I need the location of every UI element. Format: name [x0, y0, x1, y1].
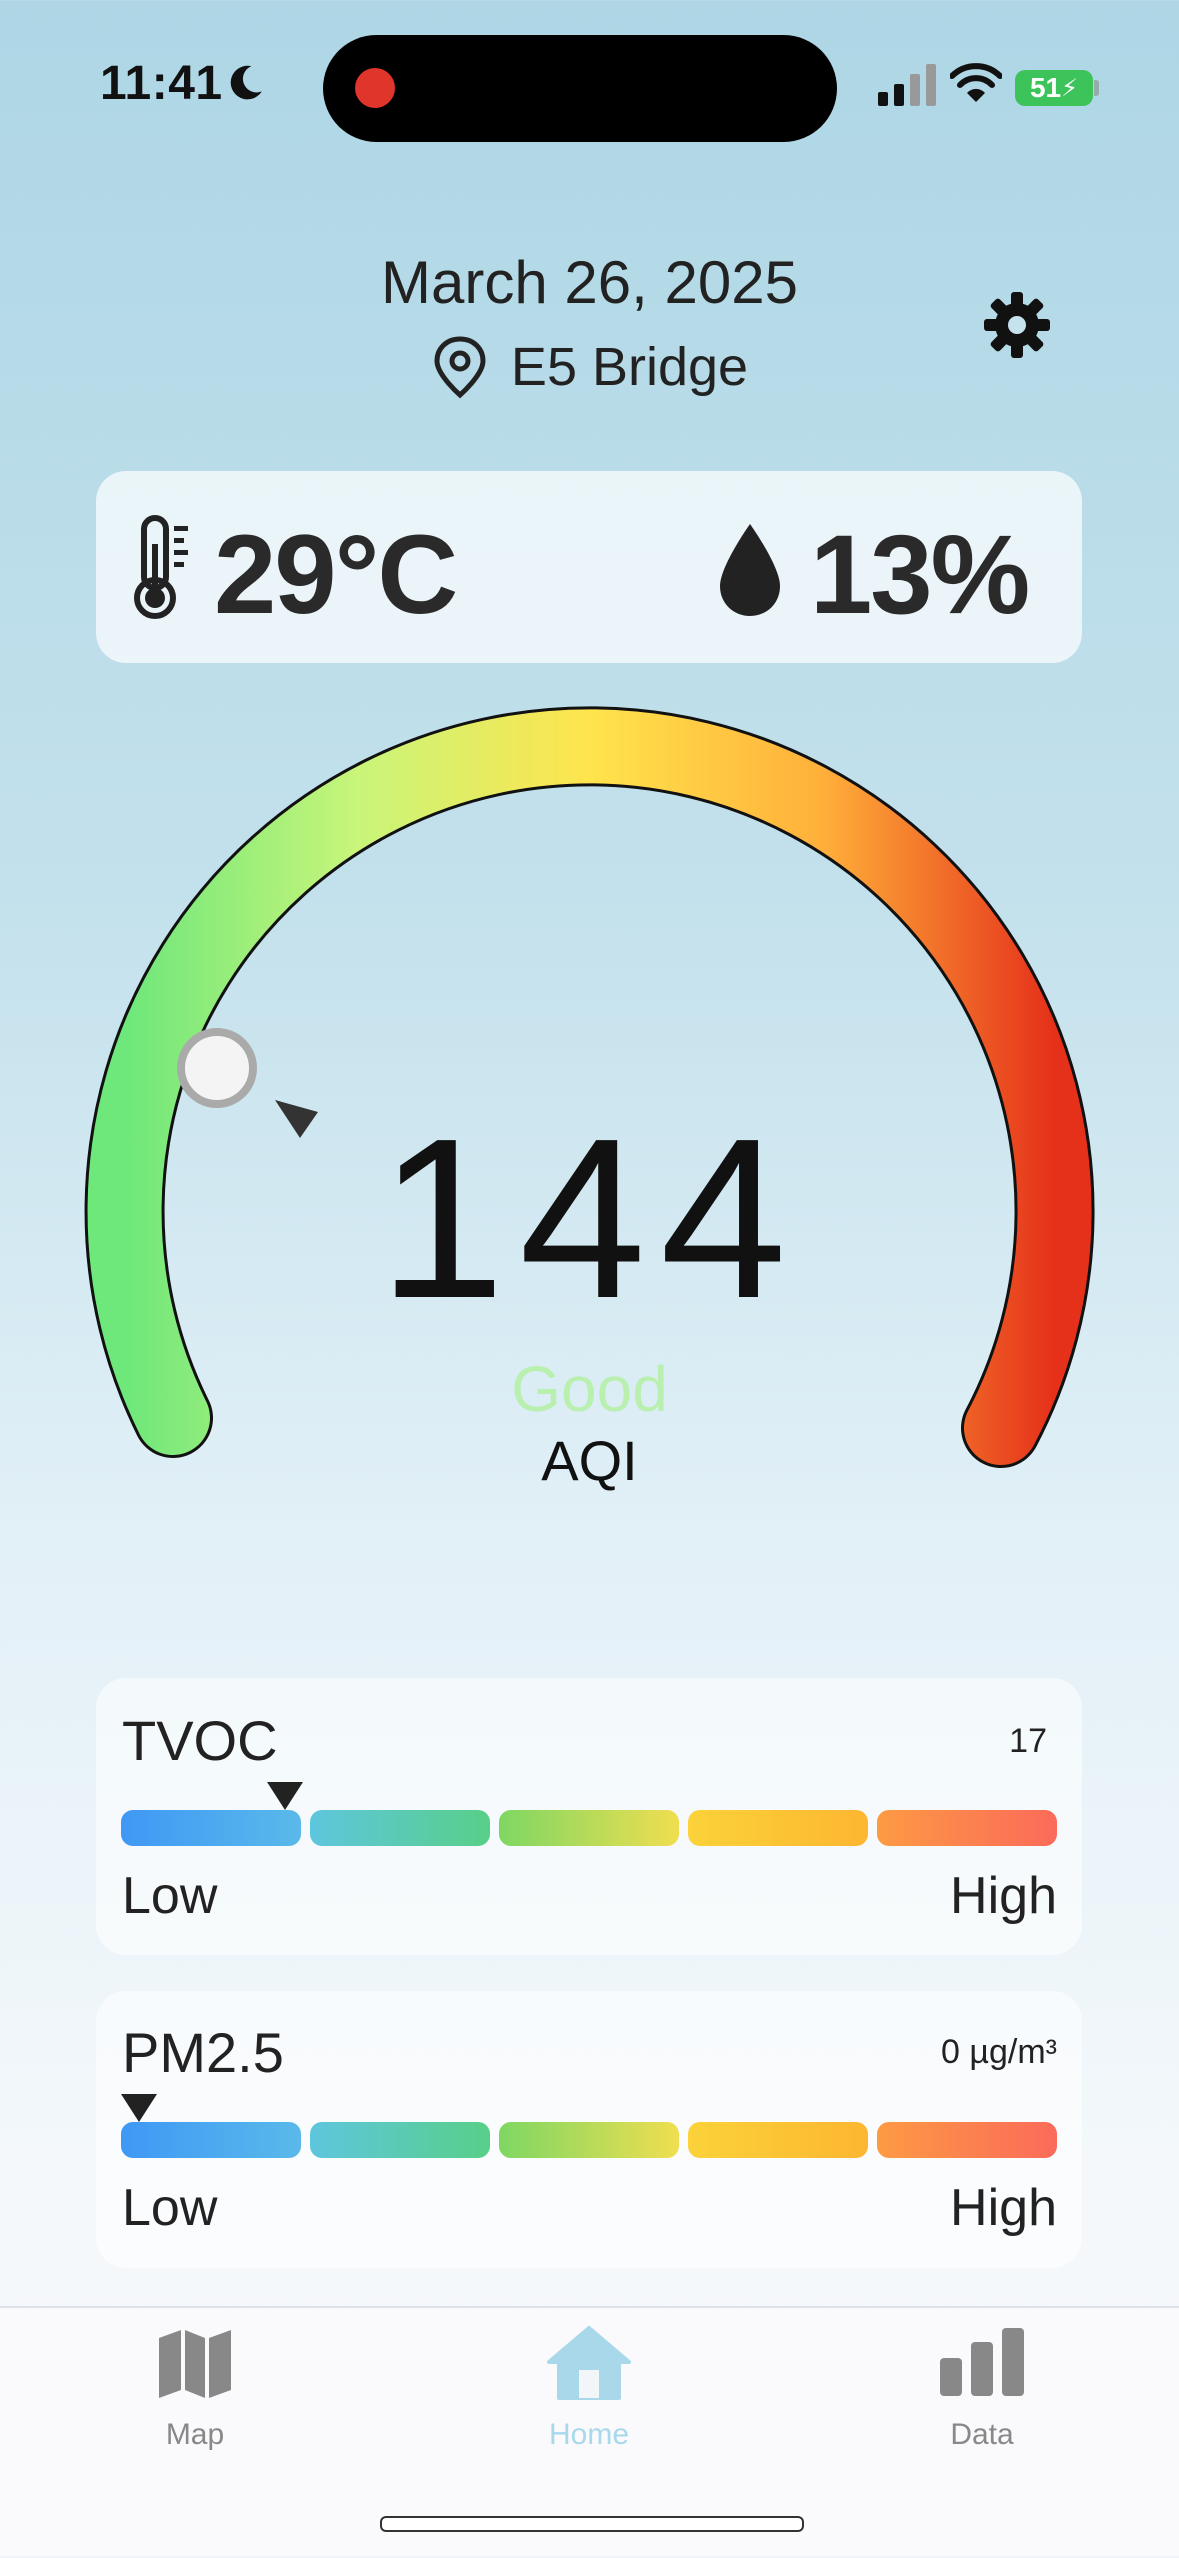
recording-indicator: [355, 68, 395, 108]
weather-card: [96, 471, 1082, 663]
tab-home-label: Home: [548, 2418, 630, 2451]
tvoc-value: 17: [1009, 1722, 1047, 1760]
tvoc-level-marker: [267, 1782, 303, 1810]
battery-cap: [1094, 80, 1099, 96]
pm25-segment-1: [121, 2122, 301, 2158]
temperature-value: 29°C: [214, 512, 458, 637]
gauge-pointer: [275, 1100, 318, 1138]
aqi-status: Good: [511, 1353, 668, 1425]
tab-map-label: Map: [165, 2418, 225, 2451]
pm25-segment-4: [688, 2122, 868, 2158]
status-time: 11:41: [100, 57, 223, 110]
tvoc-segment-3: [499, 1810, 679, 1846]
tvoc-segment-1: [121, 1810, 301, 1846]
tab-home[interactable]: Home: [489, 2320, 689, 2460]
date-label: March 26, 2025: [381, 249, 798, 316]
tvoc-high-label: High: [950, 1867, 1057, 1925]
thermometer-icon: [134, 515, 188, 619]
tab-data-label: Data: [950, 2418, 1014, 2451]
aqi-value: 144: [378, 1092, 801, 1346]
tvoc-segment-2: [310, 1810, 490, 1846]
battery-icon: 51 ⚡: [1015, 70, 1093, 106]
dynamic-island: [323, 35, 837, 142]
home-icon: [547, 2326, 631, 2400]
battery-level: 51: [1029, 72, 1062, 103]
home-indicator: [380, 2516, 804, 2532]
moon-icon: [230, 65, 262, 100]
pm25-level-marker: [121, 2094, 157, 2122]
gauge-track: [87, 709, 1092, 1465]
location-pin-icon: [434, 336, 486, 399]
pm25-segment-5: [877, 2122, 1057, 2158]
tab-map[interactable]: Map: [95, 2320, 295, 2460]
humidity-value: 13%: [810, 512, 1030, 637]
bar-chart-icon: [940, 2328, 1024, 2396]
tab-data[interactable]: Data: [882, 2320, 1082, 2460]
aqi-label: AQI: [541, 1429, 638, 1492]
tvoc-segment-5: [877, 1810, 1057, 1846]
tvoc-title: TVOC: [122, 1709, 278, 1772]
tvoc-segment-4: [688, 1810, 868, 1846]
pm25-segment-3: [499, 2122, 679, 2158]
water-drop-icon: [720, 524, 780, 616]
map-icon: [159, 2330, 231, 2398]
gauge-knob: [177, 1028, 257, 1108]
pm25-segment-2: [310, 2122, 490, 2158]
gear-icon[interactable]: [982, 290, 1052, 360]
pm25-title: PM2.5: [122, 2021, 284, 2084]
wifi-icon: [950, 63, 1002, 102]
signal-icon: [878, 64, 936, 106]
pm25-high-label: High: [950, 2179, 1057, 2237]
location-label: E5 Bridge: [510, 337, 749, 397]
location[interactable]: E5 Bridge: [0, 335, 1179, 399]
pm25-value: 0 µg/m³: [941, 2033, 1057, 2071]
pm25-low-label: Low: [122, 2179, 218, 2237]
tvoc-low-label: Low: [122, 1867, 218, 1925]
